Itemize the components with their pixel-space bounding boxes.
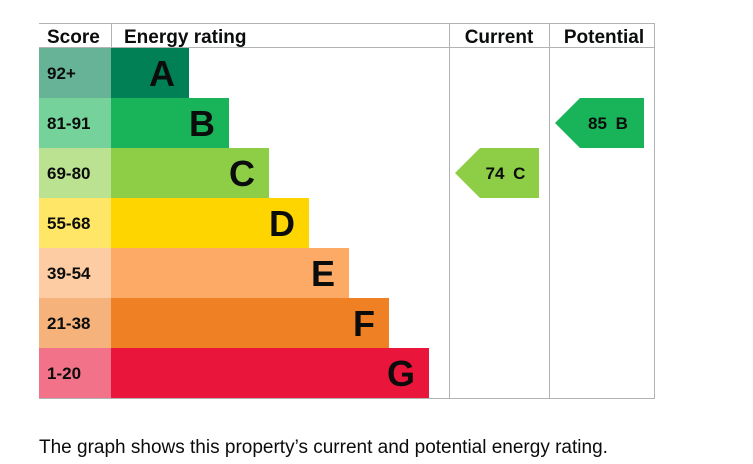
potential-header: Potential (564, 27, 644, 48)
band-f: 21-38 F (39, 298, 389, 348)
chart-caption: The graph shows this property’s current … (39, 437, 608, 458)
band-letter: G (387, 353, 415, 394)
band-c: 69-80 C (39, 148, 269, 198)
energy-rating-chart: 92+ A81-91 B69-80 C55-68 D39-54 E21-38 F1-20 G … (39, 23, 655, 399)
band-letter: D (269, 203, 295, 244)
current-rating-label: 74 C (486, 164, 526, 183)
band-score-cell (39, 348, 111, 398)
band-bar (111, 248, 349, 298)
band-letter: E (311, 253, 335, 294)
band-bar (111, 298, 389, 348)
band-score-cell (39, 148, 111, 198)
potential-rating-marker: 85 B (555, 98, 644, 148)
potential-rating-label: 85 B (588, 114, 628, 133)
band-range-label: 69-80 (47, 164, 90, 183)
band-score-cell (39, 198, 111, 248)
band-range-label: 39-54 (47, 264, 91, 283)
potential-rating-arrow (555, 98, 644, 148)
band-bar (111, 48, 189, 98)
band-bar (111, 148, 269, 198)
band-score-cell (39, 48, 111, 98)
band-bar (111, 348, 429, 398)
band-range-label: 1-20 (47, 364, 81, 383)
energy-rating-header: Energy rating (124, 27, 246, 48)
column-headers: Score Energy rating Current Potential (47, 27, 644, 48)
band-bar (111, 98, 229, 148)
band-letter: C (229, 153, 255, 194)
band-g: 1-20 G (39, 348, 429, 398)
current-rating-arrow (455, 148, 539, 198)
band-score-cell (39, 98, 111, 148)
rating-bands: 92+ A 81-91 B 69-80 C 55-68 D 39-54 E 21-38 F 1-20 G (39, 48, 429, 398)
current-header: Current (465, 27, 534, 48)
band-letter: A (149, 53, 175, 94)
band-letter: F (353, 303, 375, 344)
band-a: 92+ A (39, 48, 189, 98)
band-e: 39-54 E (39, 248, 349, 298)
current-rating-marker: 74 C (455, 148, 539, 198)
band-range-label: 21-38 (47, 314, 90, 333)
band-score-cell (39, 248, 111, 298)
band-range-label: 81-91 (47, 114, 90, 133)
band-bar (111, 198, 309, 248)
band-b: 81-91 B (39, 98, 229, 148)
rating-markers: 74 C 85 B (455, 98, 644, 198)
band-score-cell (39, 298, 111, 348)
band-range-label: 92+ (47, 64, 76, 83)
band-range-label: 55-68 (47, 214, 90, 233)
score-header: Score (47, 27, 100, 48)
band-d: 55-68 D (39, 198, 309, 248)
band-letter: B (189, 103, 215, 144)
